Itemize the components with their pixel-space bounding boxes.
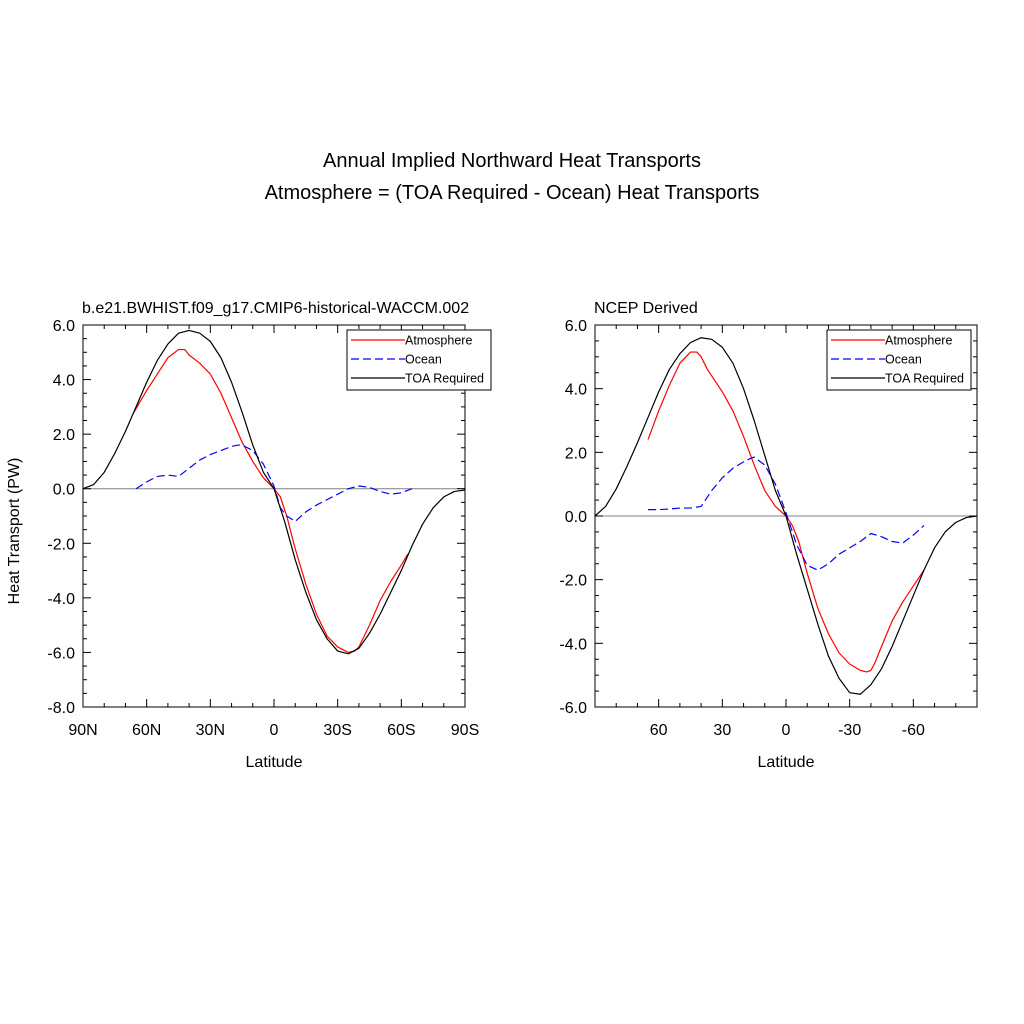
panel-title: NCEP Derived (594, 300, 698, 317)
legend-label-toa: TOA Required (405, 372, 484, 386)
legend-label-atmosphere: Atmosphere (405, 334, 472, 348)
y-tick-label: -2.0 (559, 573, 587, 590)
y-tick-label: 6.0 (565, 318, 587, 335)
x-tick-label: 30S (323, 722, 351, 739)
series-line-toa (594, 337, 978, 695)
y-axis-label: Heat Transport (PW) (6, 458, 23, 605)
x-tick-label: -60 (902, 722, 925, 739)
series-line-atmosphere (647, 351, 925, 673)
x-tick-label: 0 (270, 722, 279, 739)
legend-label-ocean: Ocean (885, 353, 922, 367)
x-tick-label: 30 (713, 722, 731, 739)
series-line-ocean (648, 456, 925, 571)
figure-title: Annual Implied Northward Heat Transports (323, 150, 701, 172)
legend-label-atmosphere: Atmosphere (885, 334, 952, 348)
y-tick-label: -2.0 (47, 536, 75, 553)
y-tick-label: -6.0 (559, 700, 587, 717)
x-axis-label: Latitude (758, 754, 815, 771)
y-tick-label: 0.0 (565, 509, 587, 526)
model-panel: 6.0 4.0 2.0 0.0 -2.0 -4.0 -6.0 -8.0 90N 60N 30N 0 30… (6, 300, 492, 771)
x-tick-label: -30 (838, 722, 861, 739)
y-tick-label: -4.0 (47, 591, 75, 608)
series-line-atmosphere (133, 348, 409, 654)
y-tick-label: -6.0 (47, 645, 75, 662)
figure-subtitle: Atmosphere = (TOA Required - Ocean) Heat… (264, 182, 760, 204)
x-tick-label: 60N (132, 722, 161, 739)
y-tick-label: 2.0 (565, 445, 587, 462)
y-tick-label: 6.0 (53, 318, 75, 335)
panel-title: b.e21.BWHIST.f09_g17.CMIP6-historical-WA… (82, 300, 469, 317)
x-tick-label: 60 (650, 722, 668, 739)
x-tick-label: 60S (387, 722, 415, 739)
y-tick-label: 4.0 (565, 382, 587, 399)
y-tick-label: -8.0 (47, 700, 75, 717)
series-line-ocean (135, 444, 413, 523)
x-tick-label: 0 (782, 722, 791, 739)
x-tick-label: 90S (451, 722, 479, 739)
y-tick-label: 0.0 (53, 482, 75, 499)
ncep-panel: 6.0 4.0 2.0 0.0 -2.0 -4.0 -6.0 60 30 0 -30 -60 Latit… (559, 300, 978, 771)
x-axis-label: Latitude (246, 754, 303, 771)
y-tick-label: 4.0 (53, 373, 75, 390)
x-tick-label: 90N (68, 722, 97, 739)
x-tick-label: 30N (196, 722, 225, 739)
legend-label-ocean: Ocean (405, 353, 442, 367)
legend-label-toa: TOA Required (885, 372, 964, 386)
y-tick-label: -4.0 (559, 636, 587, 653)
y-tick-label: 2.0 (53, 427, 75, 444)
series-line-toa (82, 329, 466, 655)
